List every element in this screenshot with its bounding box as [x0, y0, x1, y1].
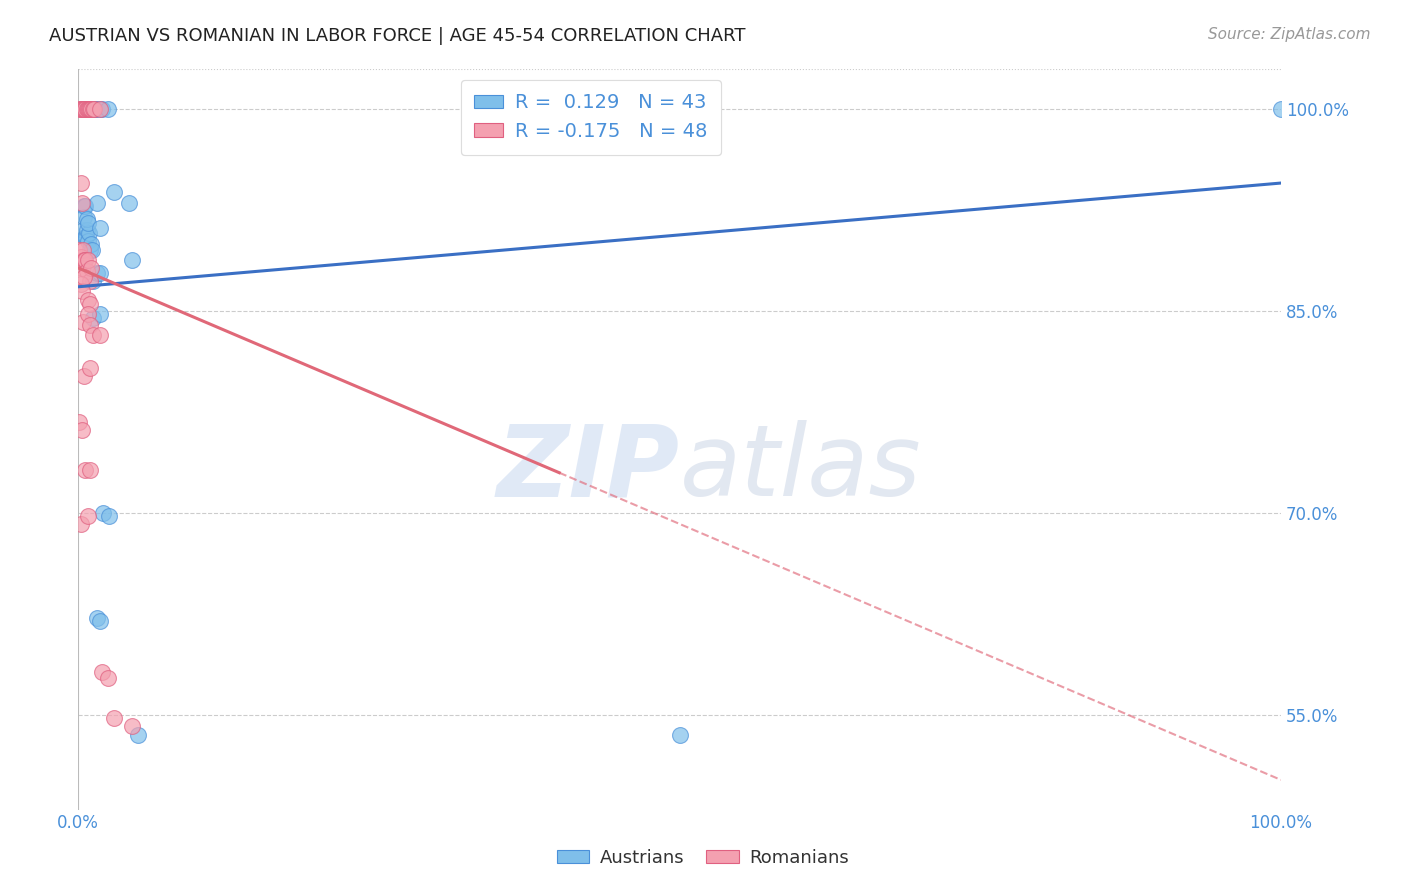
Point — [79, 360, 101, 375]
Point — [76, 102, 98, 116]
Point — [79, 102, 101, 116]
Point — [86, 611, 108, 625]
Point — [103, 186, 125, 200]
Point — [73, 252, 96, 267]
Point — [69, 176, 91, 190]
Point — [67, 244, 90, 258]
Point — [79, 318, 101, 332]
Point — [1270, 102, 1292, 116]
Point — [73, 199, 96, 213]
Point — [73, 270, 96, 285]
Point — [76, 307, 98, 321]
Point — [80, 244, 103, 258]
Point — [82, 102, 104, 116]
Point — [73, 102, 96, 116]
Point — [76, 102, 98, 116]
Point — [73, 368, 96, 383]
Point — [89, 614, 111, 628]
Point — [82, 328, 104, 343]
Point — [83, 102, 105, 116]
Point — [70, 423, 93, 437]
Point — [76, 223, 98, 237]
Point — [127, 728, 149, 742]
Point — [72, 210, 94, 224]
Point — [79, 297, 101, 311]
Legend: R =  0.129   N = 43, R = -0.175   N = 48: R = 0.129 N = 43, R = -0.175 N = 48 — [461, 79, 721, 154]
Point — [77, 226, 100, 240]
Point — [668, 728, 690, 742]
Text: AUSTRIAN VS ROMANIAN IN LABOR FORCE | AGE 45-54 CORRELATION CHART: AUSTRIAN VS ROMANIAN IN LABOR FORCE | AG… — [49, 27, 745, 45]
Point — [79, 274, 101, 288]
Legend: Austrians, Romanians: Austrians, Romanians — [550, 842, 856, 874]
Point — [103, 711, 125, 725]
Point — [89, 328, 111, 343]
Point — [77, 217, 100, 231]
Point — [91, 102, 114, 116]
Point — [86, 196, 108, 211]
Point — [97, 102, 120, 116]
Point — [70, 284, 93, 298]
Point — [80, 102, 103, 116]
Point — [73, 230, 96, 244]
Point — [121, 719, 143, 733]
Point — [76, 252, 98, 267]
Text: Source: ZipAtlas.com: Source: ZipAtlas.com — [1208, 27, 1371, 42]
Point — [69, 250, 91, 264]
Point — [69, 102, 91, 116]
Text: atlas: atlas — [679, 420, 921, 517]
Point — [76, 293, 98, 308]
Point — [91, 506, 114, 520]
Point — [80, 102, 103, 116]
Point — [91, 665, 114, 679]
Point — [80, 260, 103, 275]
Point — [77, 102, 100, 116]
Point — [67, 102, 90, 116]
Point — [70, 102, 93, 116]
Point — [73, 102, 96, 116]
Point — [97, 508, 120, 523]
Point — [67, 415, 90, 429]
Point — [75, 252, 97, 267]
Point — [76, 102, 98, 116]
Point — [76, 508, 98, 523]
Point — [89, 266, 111, 280]
Point — [77, 102, 100, 116]
Point — [79, 463, 101, 477]
Point — [117, 196, 139, 211]
Point — [84, 102, 107, 116]
Point — [72, 223, 94, 237]
Point — [97, 671, 120, 685]
Point — [82, 310, 104, 325]
Point — [70, 260, 93, 275]
Point — [89, 102, 111, 116]
Point — [89, 102, 111, 116]
Point — [80, 102, 103, 116]
Point — [121, 252, 143, 267]
Point — [75, 102, 97, 116]
Point — [72, 315, 94, 329]
Point — [75, 230, 97, 244]
Point — [79, 102, 101, 116]
Point — [70, 102, 93, 116]
Point — [80, 236, 103, 251]
Text: ZIP: ZIP — [496, 420, 679, 517]
Point — [70, 196, 93, 211]
Point — [89, 220, 111, 235]
Point — [86, 266, 108, 280]
Point — [72, 102, 94, 116]
Point — [69, 277, 91, 291]
Point — [84, 102, 107, 116]
Point — [76, 212, 98, 227]
Point — [76, 263, 98, 277]
Point — [83, 102, 105, 116]
Point — [76, 102, 98, 116]
Point — [79, 244, 101, 258]
Point — [76, 234, 98, 248]
Point — [69, 516, 91, 531]
Point — [82, 274, 104, 288]
Point — [72, 244, 94, 258]
Point — [73, 199, 96, 213]
Point — [89, 307, 111, 321]
Point — [75, 463, 97, 477]
